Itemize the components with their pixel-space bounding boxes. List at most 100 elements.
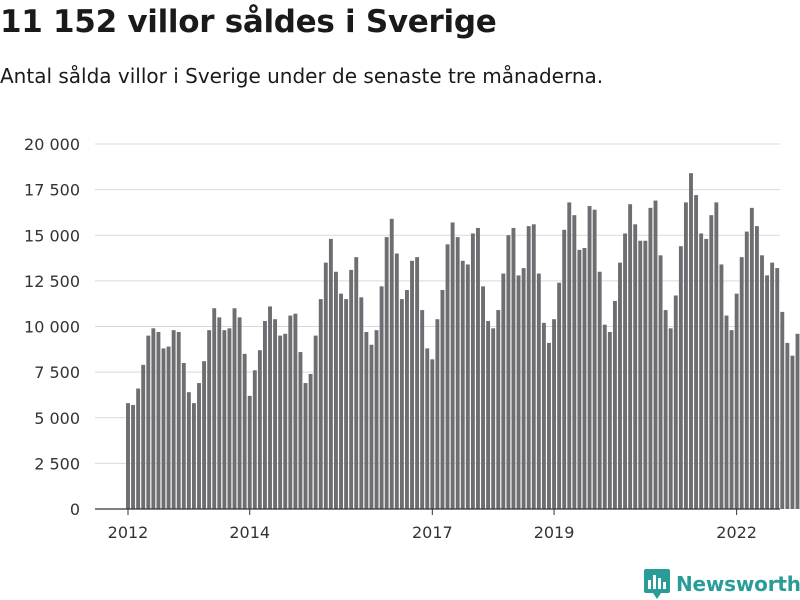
bar [557,282,562,509]
bar [567,202,572,509]
bar [460,260,465,509]
bar [384,237,389,509]
bar [212,308,217,509]
bar [470,233,475,510]
bar [217,317,222,509]
bar [197,383,201,509]
bar [293,313,298,509]
bar [668,328,673,509]
bar [673,295,678,509]
y-tick-label: 5 000 [34,409,80,428]
bar [749,207,754,509]
bar [486,321,491,509]
bar [628,204,633,509]
bar [552,319,556,509]
bar [709,215,714,510]
bar [714,202,719,509]
bar [191,403,196,509]
bar [547,342,551,509]
chart-subtitle: Antal sålda villor i Sverige under de se… [0,64,604,88]
bar [491,328,496,509]
bar [760,255,764,509]
bar [744,231,749,509]
bar [734,293,739,509]
bar [176,331,181,509]
bar [405,290,409,509]
newsworthy-logo: Newsworthy [644,569,800,599]
bar [602,324,607,509]
bar [587,206,592,510]
y-axis-tick-labels: 0 2 500 5 000 7 500 10 000 12 500 15 000 17 500… [24,135,80,519]
bar [410,260,414,509]
bar [683,202,688,509]
bar [541,322,546,509]
y-tick-label: 17 500 [24,181,80,200]
bar [719,264,724,509]
bar [298,352,303,509]
bar [394,253,399,509]
bar [171,330,176,509]
bar [638,240,643,509]
bar [572,215,577,510]
bar [323,262,328,509]
y-tick-label: 7 500 [34,363,80,382]
bar [257,350,262,509]
y-tick-label: 0 [70,500,80,519]
bars [126,173,800,510]
bar [612,300,617,509]
bar [389,218,394,509]
bar [334,271,338,509]
bar [146,335,151,509]
bar [785,342,790,509]
bar [425,348,430,509]
bar [653,200,658,509]
bar [724,315,729,509]
x-tick-label: 2012 [108,523,149,542]
bar [379,286,384,509]
chart-title: 11 152 villor såldes i Sverige [0,4,497,40]
bar [597,271,602,509]
x-tick-label: 2014 [229,523,270,542]
bar [455,237,460,509]
bar [237,317,242,509]
x-tick-label: 2022 [716,523,757,542]
bar [430,359,435,509]
bar [663,310,668,509]
bar [531,224,536,510]
x-tick-label: 2017 [412,523,453,542]
y-tick-label: 15 000 [24,226,80,245]
bar [481,286,485,509]
bar [227,328,232,509]
bar [511,227,516,509]
bar [232,308,237,509]
bar [207,330,212,509]
y-tick-label: 12 500 [24,272,80,291]
bar [526,226,531,509]
bar [262,321,267,509]
brand-name: Newsworthy [676,572,800,596]
bar [161,348,166,509]
bar [308,373,313,509]
x-tick-label: 2019 [534,523,575,542]
bar [795,333,800,509]
bar [739,257,744,509]
bar [318,299,323,509]
bar [303,383,308,509]
bar [678,246,683,509]
bar [141,364,146,509]
bar [288,315,293,509]
bar [607,331,612,509]
bar [689,173,693,509]
bar [496,310,501,509]
bar [202,361,207,509]
bar [328,238,333,509]
y-tick-label: 2 500 [34,454,80,473]
bar [252,370,257,509]
bar [704,238,709,509]
bar [501,273,506,509]
bar [420,310,425,509]
bar [242,353,247,509]
bar [633,224,638,510]
bar [222,330,227,509]
